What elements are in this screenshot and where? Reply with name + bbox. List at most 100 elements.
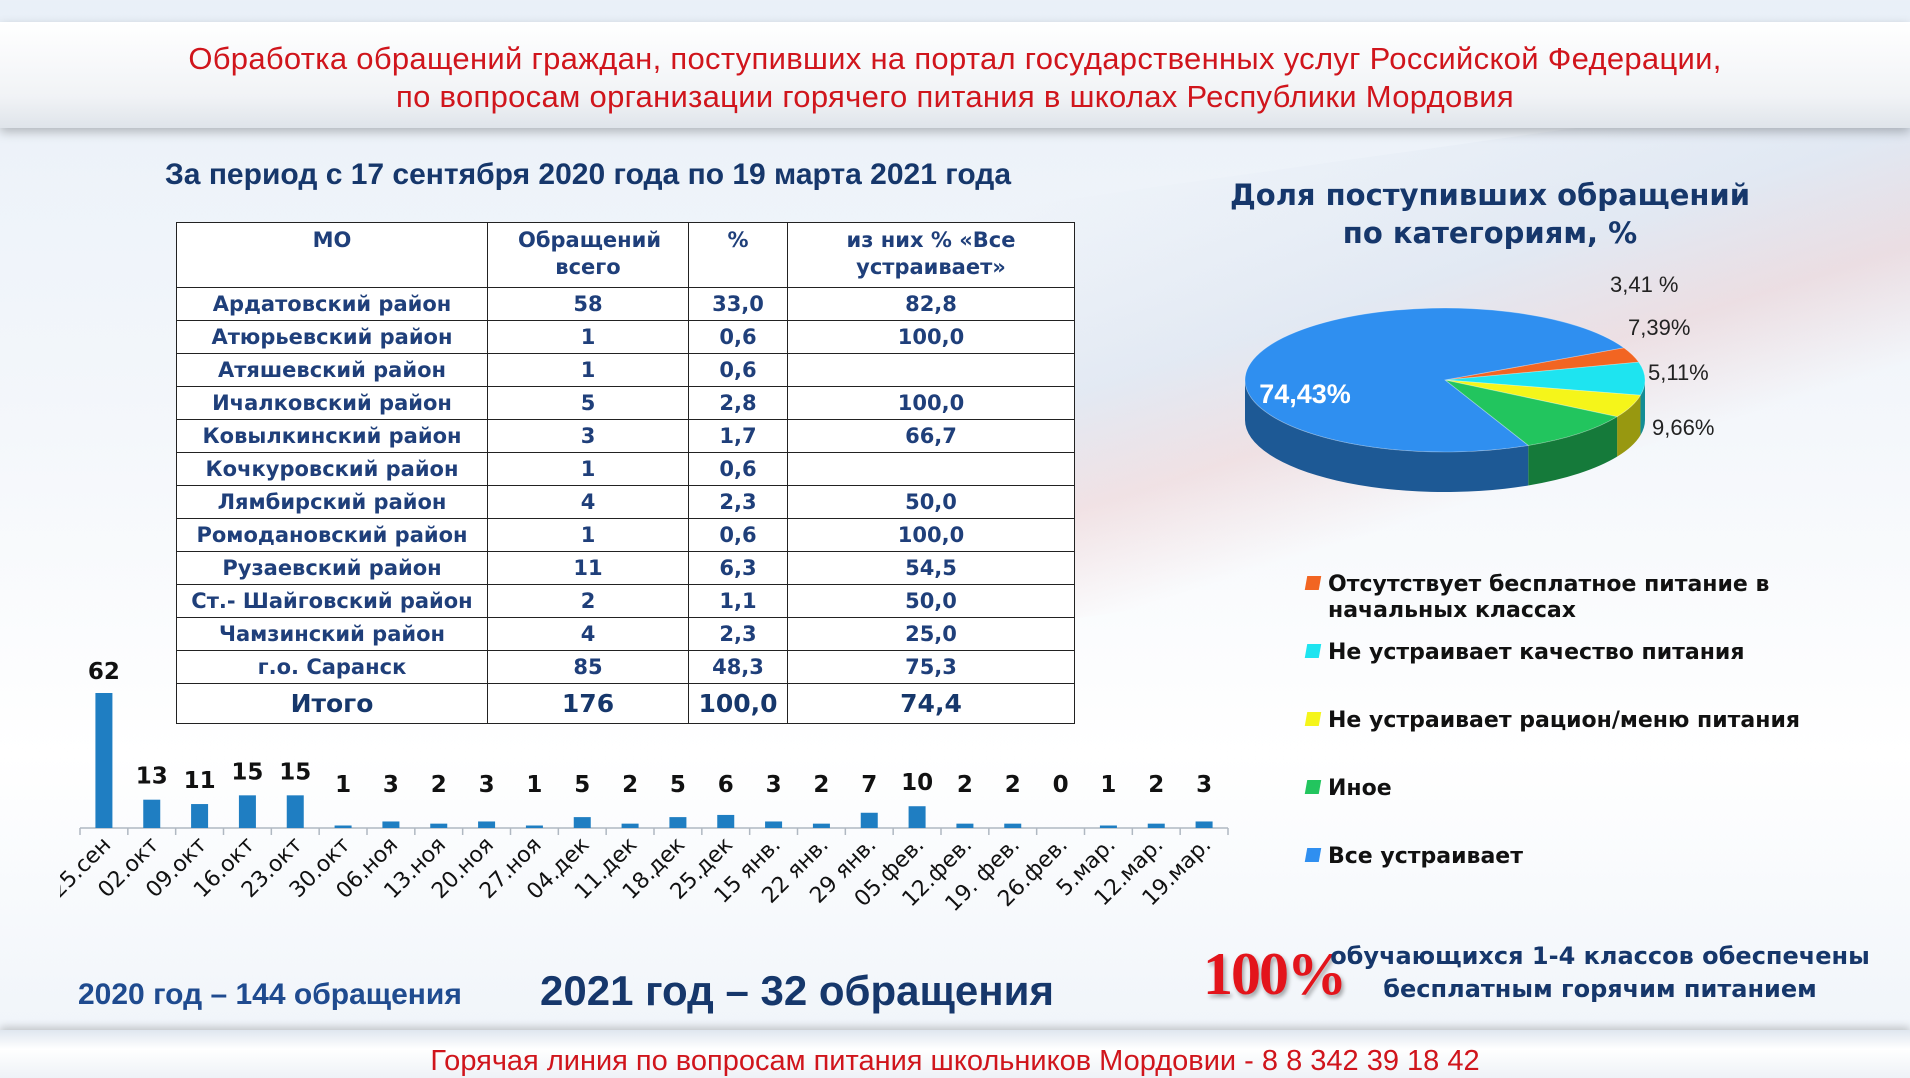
total-count: 176 bbox=[487, 683, 689, 724]
bar-value-label-13: 6 bbox=[718, 772, 734, 798]
cell-percent: 0,6 bbox=[688, 452, 788, 486]
legend-label: Отсутствует бесплатное питание в начальн… bbox=[1328, 572, 1770, 623]
table-total-row: Итого 176 100,0 74,4 bbox=[176, 683, 1075, 724]
bar-value-label-6: 3 bbox=[383, 772, 399, 798]
bar-value-label-3: 15 bbox=[231, 759, 263, 785]
cell-mo: Ромодановский район bbox=[176, 518, 488, 552]
bar-value-label-22: 2 bbox=[1148, 772, 1164, 798]
bar-2 bbox=[191, 804, 209, 828]
municipal-table: МО Обращений всего % из них % «Все устра… bbox=[176, 222, 1075, 724]
table-row: Чамзинский район 4 2,3 25,0 bbox=[176, 617, 1075, 651]
bar-value-label-23: 3 bbox=[1196, 772, 1212, 798]
total-satisfied: 74,4 bbox=[787, 683, 1075, 724]
legend-swatch-yellow bbox=[1304, 712, 1322, 726]
bar-3 bbox=[238, 795, 256, 828]
bar-21 bbox=[1099, 825, 1117, 828]
bar-1 bbox=[143, 799, 161, 828]
legend-item-quality: Не устраивает качество питания bbox=[1304, 640, 1745, 665]
cell-total: 11 bbox=[487, 551, 689, 585]
cell-total: 58 bbox=[487, 287, 689, 321]
cell-total: 4 bbox=[487, 617, 689, 651]
bar-value-label-18: 2 bbox=[957, 772, 973, 798]
table-row: Ромодановский район 1 0,6 100,0 bbox=[176, 518, 1075, 552]
bar-value-label-5: 1 bbox=[335, 772, 351, 798]
period-title: За период с 17 сентября 2020 года по 19 … bbox=[165, 158, 1012, 191]
pie-slice-1 bbox=[1444, 361, 1646, 396]
cell-percent: 6,3 bbox=[688, 551, 788, 585]
cell-mo: Ардатовский район bbox=[176, 287, 488, 321]
bar-5 bbox=[334, 825, 352, 828]
bar-value-label-1: 13 bbox=[136, 764, 168, 790]
table-row: Рузаевский район 11 6,3 54,5 bbox=[176, 551, 1075, 585]
pie-slice-3 bbox=[1444, 379, 1619, 446]
cell-percent: 2,3 bbox=[688, 617, 788, 651]
bar-23 bbox=[1195, 821, 1213, 828]
pie-slice-0 bbox=[1444, 347, 1640, 381]
table-row: Ст.- Шайговский район 2 1,1 50,0 bbox=[176, 584, 1075, 618]
table-row: Ичалковский район 5 2,8 100,0 bbox=[176, 386, 1075, 420]
table-row: Атяшевский район 1 0,6 bbox=[176, 353, 1075, 387]
cell-total: 1 bbox=[487, 518, 689, 552]
cell-satisfied bbox=[787, 452, 1075, 486]
cell-total: 1 bbox=[487, 353, 689, 387]
bar-value-label-14: 3 bbox=[766, 772, 782, 798]
bar-value-label-20: 0 bbox=[1053, 772, 1069, 798]
cell-percent: 1,1 bbox=[688, 584, 788, 618]
cell-satisfied: 50,0 bbox=[787, 584, 1075, 618]
table-row: Лямбирский район 4 2,3 50,0 bbox=[176, 485, 1075, 519]
coverage-text: обучающихся 1-4 классов обеспечены беспл… bbox=[1330, 942, 1870, 1003]
page-header: Обработка обращений граждан, поступивших… bbox=[0, 22, 1910, 128]
cell-percent: 48,3 bbox=[688, 650, 788, 684]
bar-4 bbox=[286, 795, 304, 828]
summary-2021: 2021 год – 32 обращения bbox=[540, 967, 1054, 1014]
legend-label: Иное bbox=[1328, 776, 1392, 801]
legend-item-other: Иное bbox=[1304, 776, 1392, 801]
bar-19 bbox=[1004, 823, 1022, 828]
legend-label: Все устраивает bbox=[1328, 844, 1523, 869]
cell-total: 1 bbox=[487, 320, 689, 354]
cell-total: 3 bbox=[487, 419, 689, 453]
cell-mo: Ковылкинский район bbox=[176, 419, 488, 453]
legend-swatch-orange bbox=[1304, 576, 1322, 590]
col-header-satisfied-text: из них % «Все устраивает» bbox=[846, 228, 1016, 279]
pie-chart: 3,41 % 7,39% 5,11% 9,66% 74,43% bbox=[1244, 272, 1714, 493]
pie-side-3 bbox=[1528, 416, 1618, 486]
cell-mo: Чамзинский район bbox=[176, 617, 488, 651]
bar-9 bbox=[525, 825, 543, 828]
pie-side-2 bbox=[1617, 395, 1641, 457]
hotline-footer: Горячая линия по вопросам питания школьн… bbox=[0, 1030, 1910, 1078]
pie-label-3: 9,66% bbox=[1652, 415, 1714, 440]
bar-22 bbox=[1147, 823, 1165, 828]
bar-15 bbox=[812, 823, 830, 828]
pie-label-1: 7,39% bbox=[1628, 315, 1690, 340]
bar-value-label-10: 5 bbox=[574, 772, 590, 798]
bar-12 bbox=[669, 817, 687, 828]
bar-value-label-7: 2 bbox=[431, 772, 447, 798]
legend-item-no-free-meals: Отсутствует бесплатное питание в начальн… bbox=[1304, 572, 1798, 624]
bar-8 bbox=[478, 821, 496, 828]
cell-mo: Ст.- Шайговский район bbox=[176, 584, 488, 618]
table-row: Кочкуровский район 1 0,6 bbox=[176, 452, 1075, 486]
cell-mo: Атюрьевский район bbox=[176, 320, 488, 354]
pie-label-0: 3,41 % bbox=[1610, 272, 1679, 297]
cell-satisfied: 100,0 bbox=[787, 386, 1075, 420]
col-header-mo: МО bbox=[176, 222, 488, 288]
bar-value-label-16: 7 bbox=[861, 772, 877, 798]
bar-11 bbox=[621, 823, 639, 828]
cell-satisfied: 75,3 bbox=[787, 650, 1075, 684]
cell-percent: 1,7 bbox=[688, 419, 788, 453]
bar-value-label-17: 10 bbox=[901, 770, 933, 796]
col-header-total-text: Обращений всего bbox=[518, 228, 662, 279]
table-row: Ардатовский район 58 33,0 82,8 bbox=[176, 287, 1075, 321]
pie-chart-title: Доля поступивших обращений по категориям… bbox=[1229, 178, 1751, 250]
cell-satisfied: 54,5 bbox=[787, 551, 1075, 585]
col-header-percent: % bbox=[688, 222, 788, 288]
pie-slice-4 bbox=[1244, 307, 1625, 453]
col-header-satisfied: из них % «Все устраивает» bbox=[787, 222, 1075, 288]
legend-swatch-blue bbox=[1304, 848, 1322, 862]
bar-value-label-9: 1 bbox=[526, 772, 542, 798]
cell-mo: Лямбирский район bbox=[176, 485, 488, 519]
bar-value-label-19: 2 bbox=[1005, 772, 1021, 798]
legend-label: Не устраивает рацион/меню питания bbox=[1328, 708, 1801, 733]
legend-label: Не устраивает качество питания bbox=[1328, 640, 1745, 665]
